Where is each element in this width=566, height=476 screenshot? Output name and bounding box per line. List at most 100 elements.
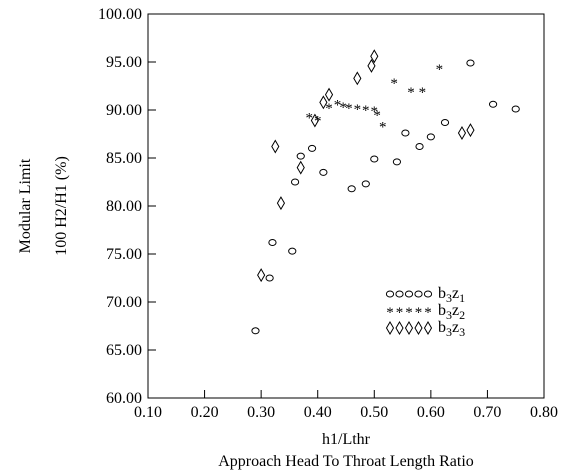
x-tick-label: 0.60 xyxy=(417,404,445,421)
legend-text: z xyxy=(452,302,459,319)
point-b3z3 xyxy=(457,126,467,141)
legend-marker-b3z1 xyxy=(414,290,423,298)
x-tick-label: 0.80 xyxy=(530,404,558,421)
point-b3z2: * xyxy=(305,111,313,127)
legend-text: b xyxy=(438,285,446,302)
point-b3z1 xyxy=(392,158,402,166)
point-b3z3 xyxy=(271,139,280,154)
point-b3z1 xyxy=(290,178,300,186)
point-b3z1 xyxy=(307,144,317,152)
point-b3z1 xyxy=(251,327,260,335)
point-b3z2: * xyxy=(362,103,370,119)
legend-marker-b3z3 xyxy=(385,321,395,335)
point-b3z3 xyxy=(319,95,328,110)
point-b3z1 xyxy=(401,129,410,137)
x-tick-label: 0.20 xyxy=(191,404,219,421)
x-tick-label: 0.50 xyxy=(360,404,388,421)
x-axis: 0.10 0.20 0.30 0.40 0.50 0.60 0.70 0.80 xyxy=(134,390,558,421)
point-b3z1 xyxy=(265,274,274,282)
y-tick-label: 90.00 xyxy=(106,102,142,119)
legend-subscript: 3 xyxy=(446,325,452,339)
legend-subscript: 2 xyxy=(459,308,465,322)
point-b3z1 xyxy=(319,168,328,176)
data-points: * ** *** * * ***** ** xyxy=(251,49,520,335)
y-tick-label: 65.00 xyxy=(106,342,142,359)
point-b3z3 xyxy=(324,87,334,102)
legend-marker-b3z2: * xyxy=(396,305,404,321)
y-tick-label: 85.00 xyxy=(106,150,142,167)
point-b3z2: * xyxy=(379,119,387,135)
x-tick-label: 0.10 xyxy=(134,404,162,421)
legend-marker-b3z3 xyxy=(414,321,423,335)
point-b3z1 xyxy=(361,180,370,188)
y-tick-label: 75.00 xyxy=(106,246,142,263)
point-b3z2: * xyxy=(334,97,342,113)
legend-marker-b3z3 xyxy=(395,321,404,335)
y-axis-label: 100 H2/H1 (%) xyxy=(53,156,70,256)
point-b3z2: * xyxy=(371,104,379,120)
legend-text: z xyxy=(452,285,459,302)
legend-marker-b3z2: * xyxy=(424,305,432,321)
point-b3z1 xyxy=(268,238,277,246)
point-b3z1 xyxy=(440,118,450,126)
legend-text: b xyxy=(438,319,446,336)
point-b3z3 xyxy=(353,71,362,86)
x-axis-label-secondary: Approach Head To Throat Length Ratio xyxy=(218,453,474,470)
point-b3z3 xyxy=(310,113,319,128)
x-axis-label: h1/Lthr xyxy=(322,431,371,448)
legend-text: b xyxy=(438,302,446,319)
point-b3z2: * xyxy=(390,76,398,92)
point-b3z3 xyxy=(466,123,475,138)
point-b3z2: * xyxy=(339,100,347,116)
point-b3z2: * xyxy=(373,108,381,124)
point-b3z2: * xyxy=(345,101,353,117)
legend-label: b3z2 xyxy=(438,302,465,322)
x-tick-label: 0.40 xyxy=(304,404,332,421)
legend-subscript: 3 xyxy=(459,325,465,339)
legend-marker-b3z1 xyxy=(395,290,404,298)
point-b3z3 xyxy=(257,268,266,283)
point-b3z1 xyxy=(488,100,498,108)
point-b3z3 xyxy=(276,196,286,211)
legend-label: b3z3 xyxy=(438,319,465,339)
legend-subscript: 3 xyxy=(446,308,452,322)
point-b3z1 xyxy=(511,105,520,113)
point-b3z1 xyxy=(466,59,475,67)
legend-marker-b3z1 xyxy=(385,290,395,298)
x-tick-label: 0.30 xyxy=(247,404,275,421)
point-b3z1 xyxy=(296,152,305,160)
point-b3z1 xyxy=(370,155,379,163)
point-b3z1 xyxy=(288,247,297,255)
point-b3z2: * xyxy=(436,62,444,78)
point-b3z3 xyxy=(370,49,379,64)
legend-marker-b3z3 xyxy=(404,321,414,335)
point-b3z3 xyxy=(296,160,305,175)
legend-label: b3z1 xyxy=(438,285,465,305)
legend-subscript: 3 xyxy=(446,291,452,305)
point-b3z2: * xyxy=(325,101,333,117)
y-tick-label: 70.00 xyxy=(106,294,142,311)
point-b3z2: * xyxy=(407,85,415,101)
legend-marker-b3z1 xyxy=(404,290,414,298)
y-axis: 60.00 65.00 70.00 75.00 80.00 85.00 90.00 95.00… xyxy=(98,6,156,407)
point-b3z2: * xyxy=(354,102,362,118)
x-tick-label: 0.70 xyxy=(473,404,501,421)
legend-text: z xyxy=(452,319,459,336)
legend-marker-b3z2: * xyxy=(415,305,423,321)
y-tick-label: 95.00 xyxy=(106,54,142,71)
point-b3z3 xyxy=(367,58,376,73)
legend-marker-b3z3 xyxy=(423,321,433,335)
point-b3z1 xyxy=(415,142,424,150)
y-tick-label: 80.00 xyxy=(106,198,142,215)
y-axis-label-secondary: Modular Limit xyxy=(17,158,34,253)
legend-marker-b3z2: * xyxy=(405,305,413,321)
y-tick-label: 60.00 xyxy=(106,390,142,407)
legend-marker-b3z2: * xyxy=(386,305,394,321)
y-tick-label: 100.00 xyxy=(98,6,142,23)
point-b3z1 xyxy=(347,185,356,193)
plot-frame xyxy=(147,13,545,399)
legend-marker-b3z1 xyxy=(423,290,433,298)
legend-subscript: 1 xyxy=(459,291,465,305)
